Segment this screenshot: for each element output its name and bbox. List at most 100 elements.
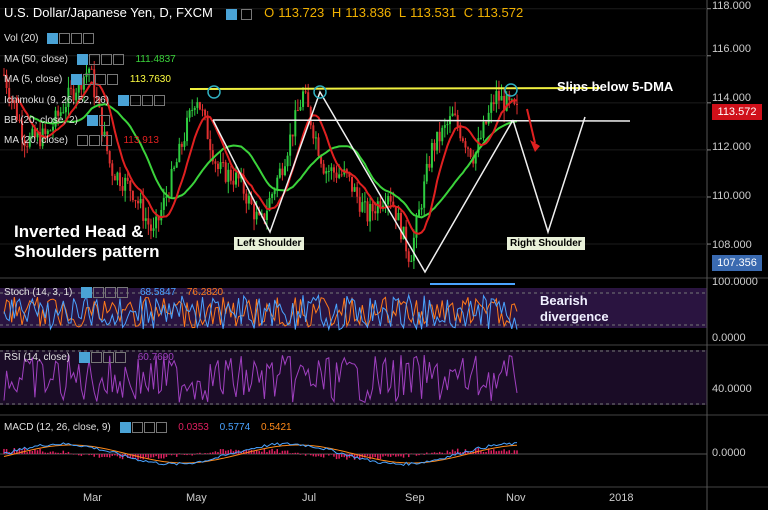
ichimoku-legend[interactable]: Ichimoku (9, 26, 52, 26) <box>4 95 166 107</box>
candle-body <box>51 126 54 131</box>
macd-legend[interactable]: MACD (12, 26, close, 9) 0.0353 0.5774 0.… <box>4 422 292 434</box>
candle-body <box>173 167 176 169</box>
candle-body <box>495 91 498 105</box>
eye-icon[interactable] <box>78 352 90 364</box>
candle-body <box>286 155 289 167</box>
candle-body <box>204 109 207 116</box>
close-icon[interactable] <box>155 422 167 434</box>
settings-icon[interactable] <box>93 287 105 299</box>
candle-body <box>64 106 67 113</box>
candle-body <box>160 209 163 221</box>
candle-body <box>490 102 493 113</box>
eye-icon[interactable] <box>76 54 88 66</box>
candle-body <box>5 74 8 88</box>
candle-body <box>44 128 47 134</box>
settings-icon[interactable] <box>129 95 141 107</box>
candle-body <box>273 190 276 195</box>
candle-body <box>320 155 323 164</box>
candle-body <box>180 143 183 147</box>
vol-label: Vol (20) <box>4 33 39 44</box>
add-icon[interactable] <box>141 95 153 107</box>
candle-body <box>211 150 214 162</box>
candle-body <box>201 109 204 111</box>
candle-body <box>247 195 250 204</box>
candle-body <box>129 180 132 191</box>
candle-body <box>299 106 302 111</box>
pattern-title-line1: Inverted Head & <box>14 222 144 241</box>
close-icon[interactable] <box>83 33 95 45</box>
close-icon[interactable] <box>107 74 119 86</box>
candle-body <box>438 131 441 142</box>
candle-body <box>206 115 209 140</box>
eye-icon[interactable] <box>71 74 83 86</box>
candle-body <box>260 213 263 215</box>
candle-body <box>165 196 168 198</box>
close-icon[interactable] <box>114 352 126 364</box>
candle-body <box>144 218 147 221</box>
candle-body <box>216 163 219 170</box>
candle-body <box>451 113 454 117</box>
settings-icon[interactable] <box>98 115 110 127</box>
settings-icon[interactable] <box>90 352 102 364</box>
candle-body <box>508 94 511 101</box>
eye-icon[interactable] <box>119 422 131 434</box>
close-icon[interactable] <box>153 95 165 107</box>
eye-icon[interactable] <box>226 9 238 21</box>
settings-icon[interactable] <box>76 135 88 147</box>
eye-icon[interactable] <box>81 287 93 299</box>
add-icon[interactable] <box>102 352 114 364</box>
candle-body <box>26 146 29 148</box>
ma5-legend[interactable]: MA (5, close) 113.7630 <box>4 74 171 86</box>
add-icon[interactable] <box>105 287 117 299</box>
ma20-line <box>16 81 518 235</box>
eye-icon[interactable] <box>86 115 98 127</box>
ma20-legend[interactable]: MA (20, close) 113.913 <box>4 135 159 147</box>
close-icon[interactable] <box>100 135 112 147</box>
eye-icon[interactable] <box>117 95 129 107</box>
candle-body <box>327 170 330 172</box>
rsi-value: 60.7690 <box>137 352 174 363</box>
vol-legend[interactable]: Vol (20) <box>4 33 95 45</box>
candle-body <box>420 207 423 210</box>
bearish-line2: divergence <box>540 309 609 324</box>
candle-body <box>461 138 464 142</box>
rsi-label: RSI (14, close) <box>4 352 71 363</box>
candle-body <box>98 98 101 108</box>
add-icon[interactable] <box>143 422 155 434</box>
settings-icon[interactable] <box>83 74 95 86</box>
candle-body <box>149 224 152 231</box>
settings-icon[interactable] <box>88 54 100 66</box>
candle-body <box>477 138 480 153</box>
settings-icon[interactable] <box>241 9 253 21</box>
candle-body <box>88 68 91 73</box>
candle-body <box>242 174 245 194</box>
candle-body <box>268 197 271 211</box>
candle-body <box>418 209 421 217</box>
macd-y-tick-0: 0.0000 <box>712 447 746 459</box>
add-icon[interactable] <box>88 135 100 147</box>
close-icon[interactable] <box>112 54 124 66</box>
close-icon[interactable] <box>117 287 129 299</box>
bb-legend[interactable]: BB (20, close, 2) <box>4 115 111 127</box>
macd-signal-line <box>3 444 518 464</box>
add-icon[interactable] <box>100 54 112 66</box>
candle-body <box>119 172 122 187</box>
candle-body <box>237 172 240 179</box>
add-icon[interactable] <box>95 74 107 86</box>
settings-icon[interactable] <box>59 33 71 45</box>
candle-body <box>428 163 431 168</box>
rsi-legend[interactable]: RSI (14, close) 60.7690 <box>4 352 174 364</box>
settings-icon[interactable] <box>131 422 143 434</box>
candle-body <box>387 196 390 205</box>
candle-body <box>317 137 320 156</box>
eye-icon[interactable] <box>47 33 59 45</box>
ma50-legend[interactable]: MA (50, close) 111.4837 <box>4 54 176 66</box>
candle-body <box>332 167 335 173</box>
current-price-tag: 113.572 <box>712 104 762 120</box>
candle-body <box>430 142 433 168</box>
candle-body <box>464 141 467 148</box>
stoch-legend[interactable]: Stoch (14, 3, 1) 68.5847 76.2820 <box>4 287 223 299</box>
candle-body <box>302 91 305 107</box>
top-circle-0 <box>207 85 221 99</box>
add-icon[interactable] <box>71 33 83 45</box>
